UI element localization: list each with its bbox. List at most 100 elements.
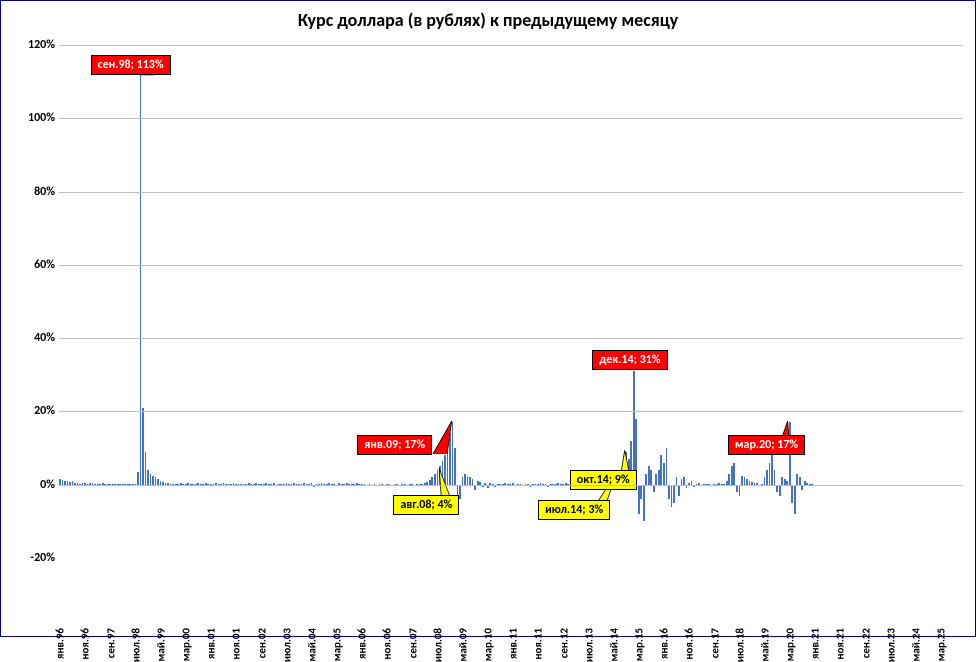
x-tick-label: мар.05: [331, 628, 344, 661]
x-tick-label: ноя.06: [381, 628, 394, 659]
bar: [434, 474, 436, 485]
x-tick-label: июл.13: [582, 628, 595, 662]
x-tick-label: янв.16: [658, 628, 671, 659]
x-tick-label: янв.21: [809, 628, 822, 659]
x-tick-label: май.04: [305, 628, 318, 662]
x-tick-label: май.24: [909, 628, 922, 662]
bar: [671, 485, 673, 507]
x-tick-label: июл.98: [129, 628, 142, 662]
bar: [447, 444, 449, 484]
bar: [663, 463, 665, 485]
bar: [155, 477, 157, 484]
y-tick-label: 0%: [40, 478, 55, 492]
bar: [678, 485, 680, 496]
x-tick-label: мар.00: [180, 628, 193, 661]
gridline: [59, 485, 963, 486]
bar: [650, 470, 652, 485]
x-tick-label: июл.03: [280, 628, 293, 662]
x-tick-label: май.99: [154, 628, 167, 662]
bar: [462, 477, 464, 484]
bar: [658, 470, 660, 485]
x-tick-label: сен.07: [406, 628, 419, 658]
bars-layer: [59, 45, 963, 556]
x-tick-label: ноя.21: [834, 628, 847, 659]
x-tick-label: янв.01: [205, 628, 218, 659]
bar: [640, 485, 642, 500]
bar: [769, 463, 771, 485]
callout-red: сен.98; 113%: [91, 55, 171, 75]
x-tick-label: ноя.96: [79, 628, 92, 659]
x-tick-label: май.19: [758, 628, 771, 662]
bar: [799, 477, 801, 484]
callout-red: дек.14; 31%: [592, 350, 667, 370]
bar: [766, 470, 768, 485]
x-tick-label: мар.20: [784, 628, 797, 661]
chart-title: Курс доллара (в рублях) к предыдущему ме…: [1, 9, 975, 31]
bar: [467, 476, 469, 485]
y-tick-label: 40%: [34, 331, 55, 345]
bar: [648, 466, 650, 484]
x-tick-label: янв.11: [507, 628, 520, 659]
bar: [145, 452, 147, 485]
x-tick-label: мар.15: [633, 628, 646, 661]
gridline: [59, 192, 963, 193]
gridline: [59, 45, 963, 46]
bar: [645, 474, 647, 485]
bar: [733, 463, 735, 485]
bar: [736, 485, 738, 492]
callout-yellow: авг.08; 4%: [393, 495, 459, 515]
x-tick-label: мар.10: [482, 628, 495, 661]
bar: [452, 422, 454, 484]
x-tick-label: июл.08: [431, 628, 444, 662]
bar: [137, 472, 139, 485]
x-tick-label: ноя.16: [683, 628, 696, 659]
bar: [796, 474, 798, 485]
bar: [781, 477, 783, 484]
bar: [643, 485, 645, 522]
x-tick-label: сен.97: [104, 628, 117, 658]
x-tick-label: янв.06: [356, 628, 369, 659]
x-tick-label: сен.12: [557, 628, 570, 658]
plot-area: сен.98; 113% дек.14; 31% янв.09; 17% мар.20…: [59, 45, 963, 556]
bar: [150, 474, 152, 485]
bar: [142, 408, 144, 485]
gridline: [59, 118, 963, 119]
y-tick-label: 80%: [34, 185, 55, 199]
bar: [794, 485, 796, 514]
x-axis-labels: янв.96ноя.96сен.97июл.98май.99мар.00янв.…: [59, 558, 963, 630]
bar: [469, 477, 471, 484]
bar: [459, 485, 461, 500]
gridline: [59, 265, 963, 266]
bar: [731, 466, 733, 484]
bar: [739, 485, 741, 496]
bar: [666, 448, 668, 485]
x-tick-label: июл.18: [733, 628, 746, 662]
bar: [464, 474, 466, 485]
gridline: [59, 338, 963, 339]
bar: [437, 470, 439, 485]
bar: [728, 474, 730, 485]
x-tick-label: ноя.01: [230, 628, 243, 659]
bar: [683, 477, 685, 484]
callout-red: янв.09; 17%: [357, 435, 432, 455]
callout-yellow: июл.14; 3%: [538, 500, 610, 520]
bar: [779, 485, 781, 496]
x-tick-label: сен.02: [255, 628, 268, 658]
bar: [741, 476, 743, 485]
bar: [776, 485, 778, 492]
callout-red: мар.20; 17%: [728, 435, 805, 455]
gridline: [59, 411, 963, 412]
x-tick-label: мар.25: [935, 628, 948, 661]
y-tick-label: 60%: [34, 258, 55, 272]
bar: [638, 485, 640, 514]
y-tick-label: 20%: [34, 404, 55, 418]
bar: [660, 455, 662, 484]
bar: [668, 485, 670, 500]
bar: [152, 476, 154, 485]
x-tick-label: ноя.11: [532, 628, 545, 659]
chart-container: Курс доллара (в рублях) к предыдущему ме…: [0, 0, 976, 637]
bar: [744, 477, 746, 484]
x-tick-label: май.14: [607, 628, 620, 662]
x-tick-label: сен.17: [708, 628, 721, 658]
bar: [439, 466, 441, 484]
